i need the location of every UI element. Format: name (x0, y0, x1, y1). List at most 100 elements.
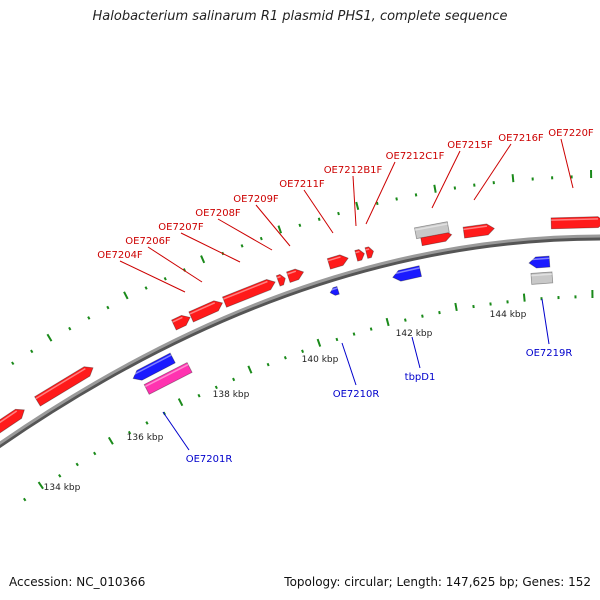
inner-ring-minor-tick (75, 462, 79, 467)
outer-ring-minor-tick (144, 286, 148, 290)
forward-gene-13-shape (550, 216, 600, 230)
outer-ring-minor-tick (395, 197, 398, 201)
forward-gene-label-6: OE7211F (279, 179, 325, 190)
rna-gene-1-highlight (144, 363, 189, 388)
inner-ring-minor-tick (232, 377, 236, 382)
outer-ring-major-tick (511, 174, 515, 183)
forward-gene-4 (188, 300, 224, 323)
forward-leader-9 (431, 150, 461, 209)
ruler-label-3: 138 kbp (213, 390, 250, 400)
forward-gene-9-shape (354, 249, 365, 262)
inner-ring-minor-tick (214, 385, 218, 390)
forward-gene-9-highlight (355, 250, 360, 254)
pseudo-gene-1 (414, 221, 450, 240)
reverse-gene-1 (131, 352, 176, 381)
outer-ring-minor-tick (30, 349, 34, 354)
outer-ring-minor-tick (68, 326, 72, 331)
ruler-labels: 134 kbp 136 kbp 138 kbp 140 kbp 142 kbp 144 k… (44, 310, 527, 493)
forward-leader-7 (352, 175, 357, 227)
reverse-gene-2-highlight (329, 287, 338, 292)
inner-ring-major-tick (385, 317, 390, 327)
forward-gene-4-shape (188, 300, 224, 323)
forward-leader-2 (147, 246, 203, 283)
forward-gene-8-shape (326, 254, 349, 270)
forward-gene-10-shape (364, 246, 374, 259)
pseudo-gene-1-shape (414, 221, 450, 240)
accession-text: Accession: NC_010366 (9, 575, 146, 589)
topology-summary: Topology: circular; Length: 147,625 bp; … (284, 575, 591, 589)
forward-gene-12 (462, 223, 495, 239)
inner-ring-minor-tick (421, 314, 424, 318)
forward-leader-1 (119, 260, 186, 293)
outer-ring-major-tick (433, 184, 437, 193)
forward-gene-13 (550, 216, 600, 230)
pseudo-gene-2-highlight (531, 273, 553, 277)
forward-gene-7-shape (286, 268, 305, 283)
ruler-label-5: 142 kbp (396, 329, 433, 339)
forward-leader-4 (217, 218, 273, 251)
backbone-strand (0, 234, 600, 445)
rna-gene-1-shape (143, 362, 193, 395)
outer-ring-major-tick (46, 333, 53, 342)
forward-gene-label-4: OE7208F (195, 208, 241, 219)
forward-gene-6 (275, 273, 286, 287)
pseudo-gene-2-shape (530, 271, 554, 285)
inner-ring-major-tick (247, 365, 253, 374)
tick-grid (11, 170, 594, 502)
outer-ring-major-tick (277, 225, 283, 234)
forward-leader-5 (255, 204, 291, 247)
backbone-shadow (0, 235, 600, 449)
forward-gene-6-shape (275, 273, 286, 287)
rna-gene-1 (143, 362, 193, 395)
ruler-label-4: 140 kbp (302, 355, 339, 365)
forward-gene-label-9: OE7215F (447, 140, 493, 151)
inner-ring-minor-tick (127, 430, 132, 435)
reverse-gene-3-shape (392, 265, 423, 282)
reverse-gene-2 (329, 285, 340, 296)
ruler-label-6: 144 kbp (490, 310, 527, 320)
forward-gene-label-10: OE7216F (498, 133, 544, 144)
reverse-gene-1-highlight (131, 354, 172, 377)
forward-gene-2 (34, 366, 94, 407)
outer-ring-minor-tick (87, 316, 91, 320)
reverse-gene-3-highlight (391, 267, 420, 275)
reverse-gene-label-3: tbpD1 (405, 372, 436, 383)
inner-ring-major-tick (107, 436, 114, 445)
reverse-gene-label-1: OE7201R (186, 454, 233, 465)
forward-gene-7-highlight (287, 270, 297, 275)
inner-ring-major-tick (37, 481, 44, 490)
forward-gene-6-highlight (276, 275, 281, 279)
reverse-gene-4-highlight (528, 257, 550, 261)
reverse-leader-1 (162, 411, 190, 451)
forward-leader-10 (473, 143, 512, 201)
outer-ring-minor-tick (240, 244, 244, 248)
forward-gene-label-7: OE7212B1F (324, 165, 383, 176)
forward-gene-1-shape (0, 408, 25, 434)
inner-ring-minor-tick (404, 318, 407, 322)
forward-leader-8 (365, 161, 396, 225)
forward-gene-label-2: OE7206F (125, 236, 171, 247)
forward-gene-4-highlight (189, 302, 216, 315)
reverse-leader-4 (541, 298, 550, 345)
inner-ring-minor-tick (23, 497, 27, 502)
reverse-gene-3 (391, 265, 423, 282)
forward-gene-5 (221, 279, 276, 308)
forward-gene-7 (286, 268, 305, 283)
map-title: Halobacterium salinarum R1 plasmid PHS1,… (92, 9, 508, 24)
inner-ring-minor-tick (301, 349, 305, 354)
outer-ring-minor-tick (414, 193, 418, 197)
forward-gene-label-1: OE7204F (97, 250, 143, 261)
forward-gene-label-3: OE7207F (158, 222, 204, 233)
reverse-leader-2 (341, 342, 357, 386)
inner-ring-minor-tick (335, 337, 339, 342)
forward-gene-8 (326, 254, 349, 270)
forward-gene-10 (364, 246, 374, 259)
forward-gene-2-shape (34, 366, 94, 407)
reverse-gene-1-shape (132, 352, 176, 381)
outer-ring-minor-tick (298, 223, 302, 228)
outer-ring-major-tick (123, 291, 129, 300)
inner-ring-major-tick (454, 302, 458, 312)
inner-ring-major-tick (177, 398, 184, 407)
inner-ring-minor-tick (369, 327, 373, 331)
